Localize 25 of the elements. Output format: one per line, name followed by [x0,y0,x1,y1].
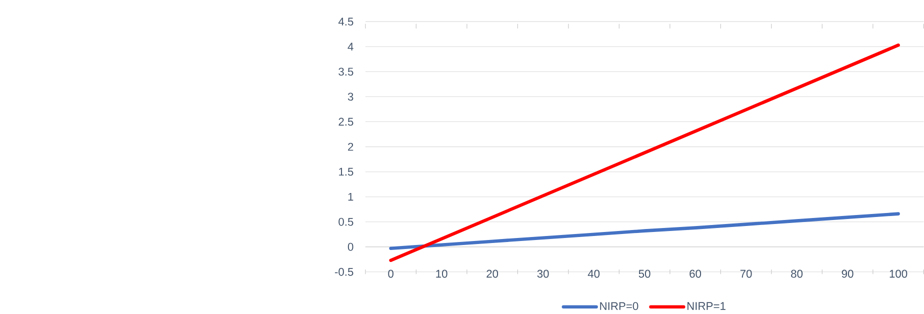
x-tick-label: 20 [486,270,498,278]
y-tick-label: 0 [348,242,354,251]
y-tick-label: -0.5 [334,268,354,276]
y-tick-label: 4.5 [338,18,354,26]
y-tick-label: 3 [348,92,354,101]
x-tick-label: 60 [690,270,702,278]
x-tick-label: 90 [842,270,854,278]
y-tick-label: 0.5 [338,218,354,226]
legend-label: NIRP=0 [600,302,638,310]
y-tick-label: 2.5 [338,118,354,126]
x-tick-label: 80 [791,270,803,278]
x-tick-label: 40 [588,270,600,278]
x-tick-label: 50 [638,270,650,278]
x-tick-label: 70 [740,270,752,278]
y-tick-label: 1 [348,192,354,201]
y-tick-label: 4 [348,42,354,50]
x-tick-label: 100 [890,270,908,278]
line-series [389,212,900,250]
x-tick-label: 30 [537,270,549,278]
x-tick-label: 0 [388,270,394,278]
y-tick-label: 2 [348,142,354,151]
legend-label: NIRP=1 [687,302,726,310]
x-tick-label: 10 [436,270,448,278]
y-tick-label: 3.5 [338,68,354,76]
y-tick-label: 1.5 [339,168,354,176]
